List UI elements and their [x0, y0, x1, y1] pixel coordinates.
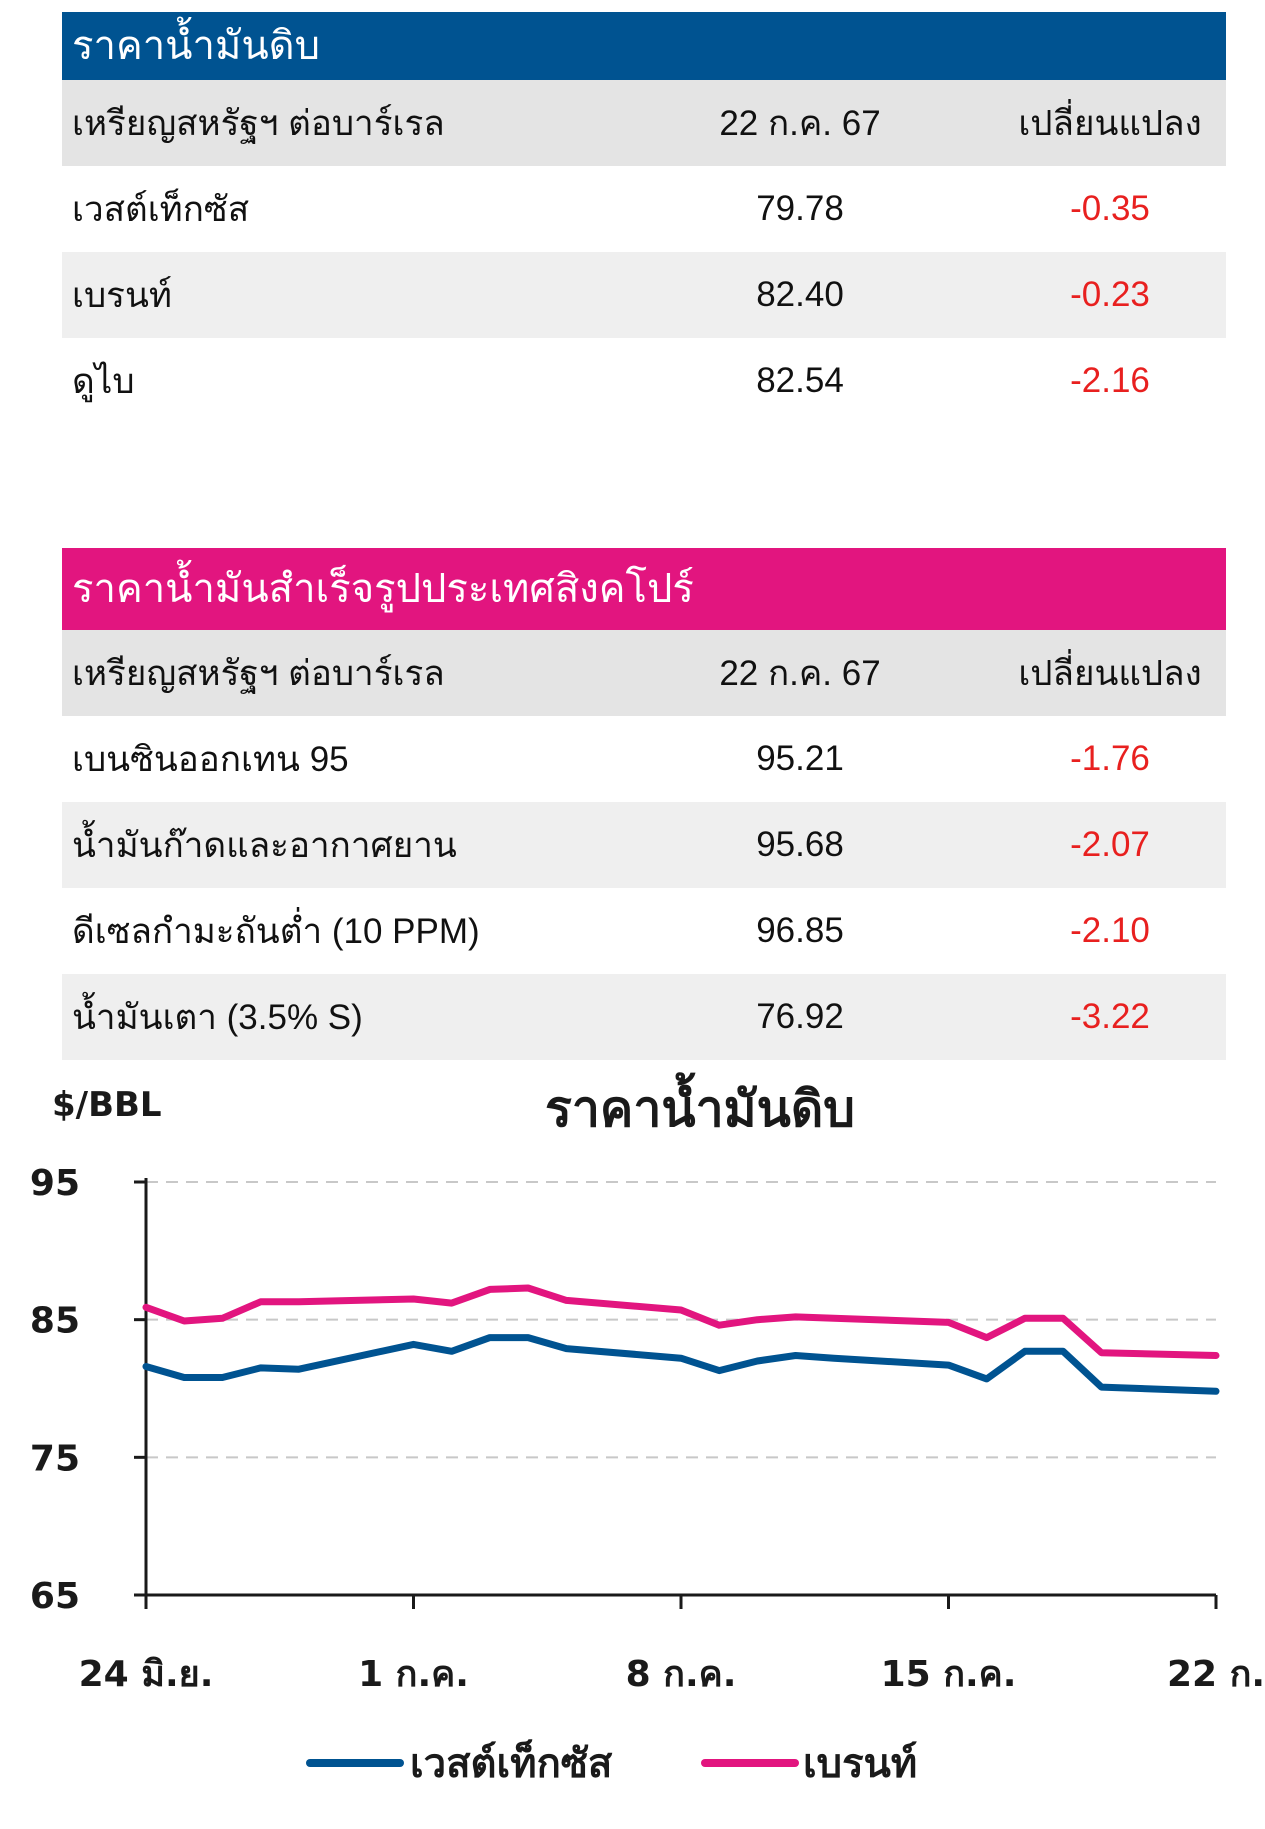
header-change: เปลี่ยนแปลง [1018, 103, 1202, 143]
series-line [142, 1284, 1220, 1359]
x-tick-label: 1 ก.ค. [358, 1654, 469, 1695]
header-unit-label: เหรียญสหรัฐฯ ต่อบาร์เรล [72, 103, 445, 143]
y-tick-label: 95 [30, 1163, 80, 1204]
crude-oil-table: ราคาน้ำมันดิบ เหรียญสหรัฐฯ ต่อบาร์เรล 22… [62, 12, 1226, 424]
row-name: ดีเซลกำมะถันต่ำ (10 PPM) [72, 911, 480, 951]
header-change: เปลี่ยนแปลง [1018, 653, 1202, 693]
row-name: น้ำมันเตา (3.5% S) [72, 997, 363, 1037]
table-row: ดูไบ 82.54 -2.16 [62, 338, 1226, 424]
y-tick-label: 85 [30, 1301, 80, 1342]
row-name: เบรนท์ [72, 275, 172, 315]
refined-products-table: ราคาน้ำมันสำเร็จรูปประเทศสิงคโปร์ เหรียญ… [62, 548, 1226, 1060]
x-tick-label: 15 ก.ค. [881, 1654, 1017, 1695]
row-price: 76.92 [756, 997, 844, 1036]
header-unit-label: เหรียญสหรัฐฯ ต่อบาร์เรล [72, 653, 445, 693]
header-date: 22 ก.ค. 67 [719, 103, 881, 143]
row-price: 96.85 [756, 911, 844, 950]
crude-table-header: เหรียญสหรัฐฯ ต่อบาร์เรล 22 ก.ค. 67 เปลี่… [62, 80, 1226, 166]
y-tick-label: 65 [30, 1576, 80, 1617]
row-price: 82.40 [756, 275, 844, 314]
x-tick-label: 24 มิ.ย. [79, 1654, 214, 1695]
header-date: 22 ก.ค. 67 [719, 653, 881, 693]
table-row: น้ำมันก๊าดและอากาศยาน 95.68 -2.07 [62, 802, 1226, 888]
row-name: ดูไบ [72, 361, 135, 401]
axis-layer: 95 85 75 65 24 มิ.ย. 1 ก.ค. 8 ก.ค. 15 ก.ค. 22 ก. [30, 1163, 1265, 1695]
y-unit-label: $/BBL [52, 1085, 162, 1125]
y-tick-label: 75 [30, 1438, 80, 1479]
row-name: เวสต์เท็กซัส [72, 189, 250, 229]
row-price: 95.68 [756, 825, 844, 864]
chart-title: ราคาน้ำมันดิบ [545, 1072, 855, 1138]
series-layer [142, 1284, 1220, 1395]
row-price: 82.54 [756, 361, 844, 400]
row-change: -3.22 [1070, 997, 1150, 1036]
table-row: น้ำมันเตา (3.5% S) 76.92 -3.22 [62, 974, 1226, 1060]
row-change: -2.07 [1070, 825, 1150, 864]
x-tick-label: 8 ก.ค. [626, 1654, 737, 1695]
chart-svg: $/BBL ราคาน้ำมันดิบ 95 85 75 65 24 มิ.ย. 1 ก.… [30, 1072, 1265, 1787]
row-price: 79.78 [756, 189, 844, 228]
products-table-header: เหรียญสหรัฐฯ ต่อบาร์เรล 22 ก.ค. 67 เปลี่… [62, 630, 1226, 716]
products-table-title: ราคาน้ำมันสำเร็จรูปประเทศสิงคโปร์ [62, 548, 1226, 630]
crude-table-title: ราคาน้ำมันดิบ [62, 12, 1226, 80]
row-change: -2.16 [1070, 361, 1150, 400]
row-change: -1.76 [1070, 739, 1150, 778]
row-change: -0.35 [1070, 189, 1150, 228]
table-row: เบรนท์ 82.40 -0.23 [62, 252, 1226, 338]
table-row: เบนซินออกเทน 95 95.21 -1.76 [62, 716, 1226, 802]
table-row: เวสต์เท็กซัส 79.78 -0.35 [62, 166, 1226, 252]
row-name: น้ำมันก๊าดและอากาศยาน [72, 825, 457, 865]
row-name: เบนซินออกเทน 95 [72, 739, 349, 779]
legend-label: เวสต์เท็กซัส [410, 1738, 613, 1787]
x-tick-label: 22 ก. [1167, 1654, 1265, 1695]
legend-label: เบรนท์ [803, 1741, 917, 1787]
chart-legend: เวสต์เท็กซัส เบรนท์ [306, 1738, 917, 1787]
row-price: 95.21 [756, 739, 844, 778]
series-line [142, 1334, 1220, 1395]
row-change: -2.10 [1070, 911, 1150, 950]
crude-price-chart: $/BBL ราคาน้ำมันดิบ 95 85 75 65 24 มิ.ย. 1 ก.… [0, 1040, 1265, 1829]
row-change: -0.23 [1070, 275, 1150, 314]
table-row: ดีเซลกำมะถันต่ำ (10 PPM) 96.85 -2.10 [62, 888, 1226, 974]
